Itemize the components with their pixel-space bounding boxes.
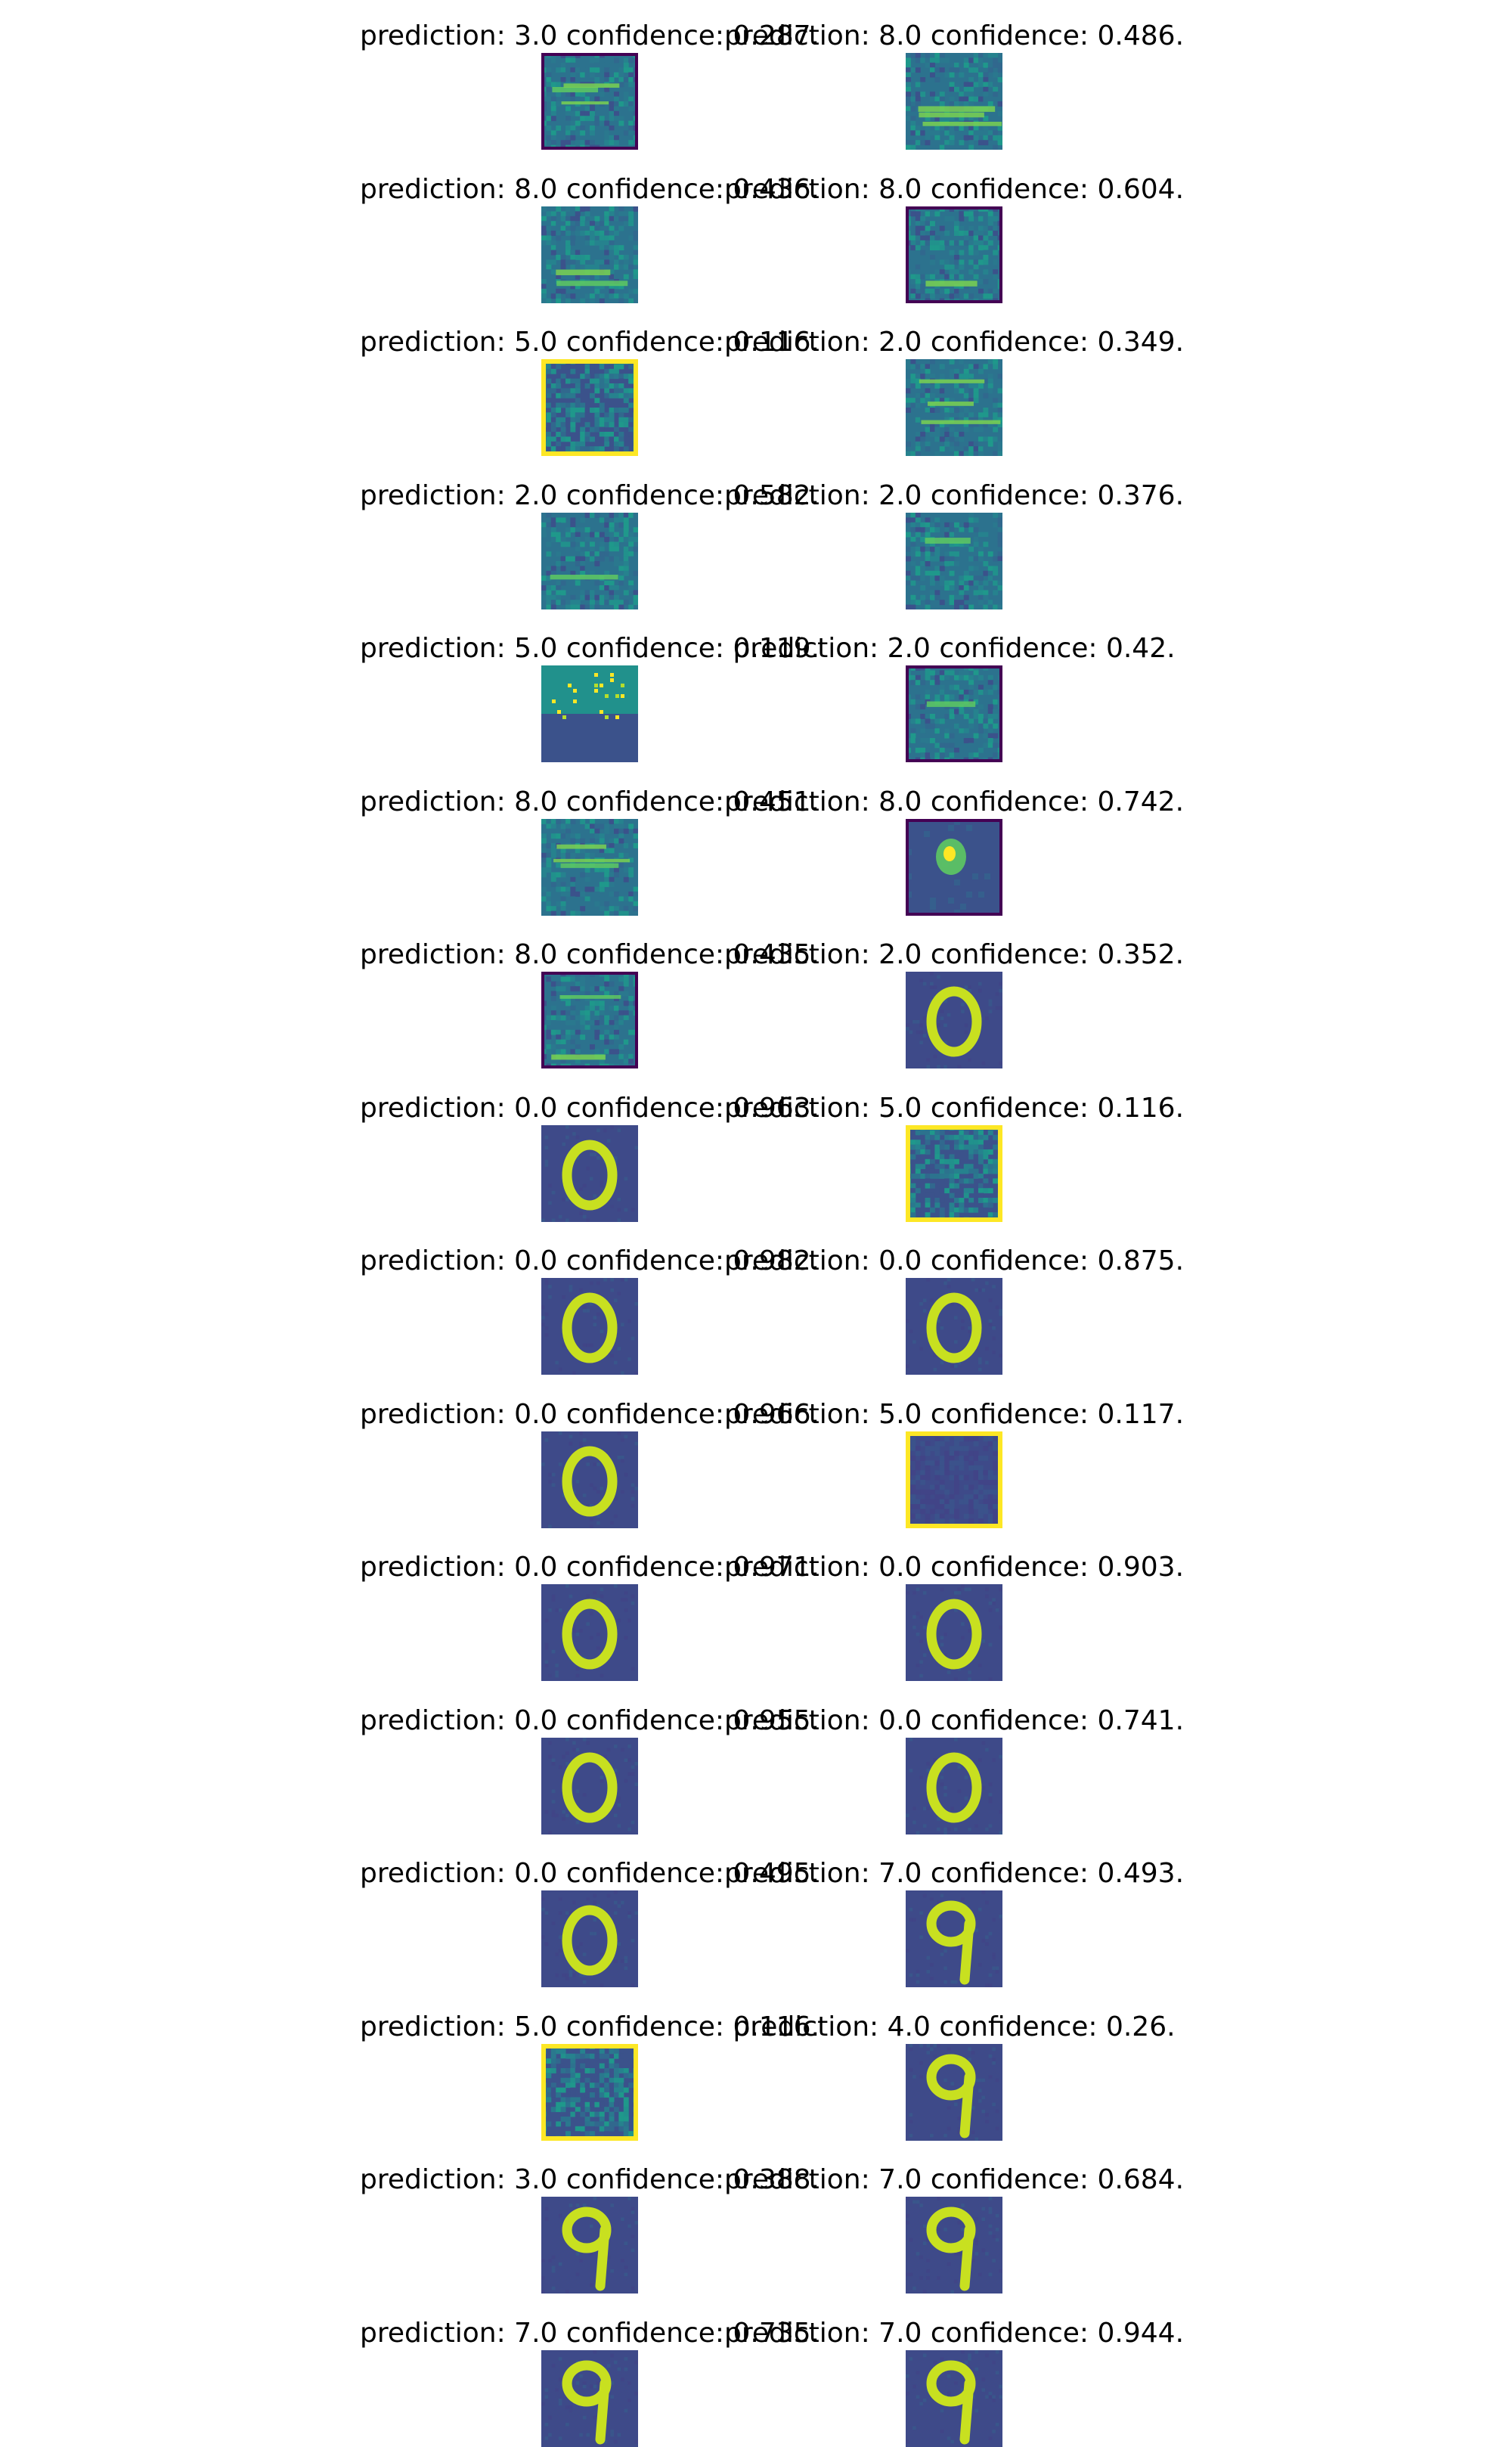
panel-caption: prediction: 2.0 confidence: 0.349. [723,327,1185,358]
panel-caption: prediction: 5.0 confidence: 0.116. [723,1092,1185,1124]
panel-caption: prediction: 8.0 confidence: 0.435. [359,939,820,970]
panel-image [541,972,638,1068]
panel-caption: prediction: 3.0 confidence: 0.388. [359,2164,820,2195]
panel-caption: prediction: 7.0 confidence: 0.944. [723,2317,1185,2349]
panel-caption: prediction: 2.0 confidence: 0.582. [359,479,820,511]
panel-caption: prediction: 8.0 confidence: 0.451. [359,786,820,817]
panel-image [541,1737,638,1834]
panel-caption: prediction: 8.0 confidence: 0.436. [359,173,820,205]
panel-image [541,2349,638,2447]
panel-image [906,1737,1002,1834]
panel-image [906,512,1002,609]
panel-caption: prediction: 0.0 confidence: 0.966. [359,1398,820,1430]
panel-caption: prediction: 2.0 confidence: 0.42. [733,633,1176,664]
panel-image [541,1890,638,1987]
panel-caption: prediction: 2.0 confidence: 0.376. [723,479,1185,511]
panel-image [906,2349,1002,2447]
panel-image [906,1278,1002,1375]
panel-caption: prediction: 0.0 confidence: 0.875. [723,1245,1185,1276]
panel-image [541,359,638,456]
panel-image [906,1124,1002,1222]
panel-image [541,1124,638,1222]
panel-caption: prediction: 8.0 confidence: 0.486. [723,20,1185,51]
panel-image [906,2197,1002,2293]
panel-caption: prediction: 4.0 confidence: 0.26. [733,2011,1176,2042]
panel-image [906,53,1002,150]
panel-caption: prediction: 3.0 confidence: 0.287. [359,20,820,51]
panel-image [541,1278,638,1375]
panel-image [541,1431,638,1528]
panel-image [906,1431,1002,1528]
panel-image [541,1584,638,1681]
panel-image [906,665,1002,762]
panel-image [906,972,1002,1068]
panel-caption: prediction: 5.0 confidence: 0.119. [359,633,820,664]
panel-caption: prediction: 0.0 confidence: 0.903. [723,1552,1185,1583]
panel-caption: prediction: 5.0 confidence: 0.117. [723,1398,1185,1430]
panel-image [541,2197,638,2293]
panel-image [906,1584,1002,1681]
panel-caption: prediction: 0.0 confidence: 0.495. [359,1858,820,1889]
panel-image [541,665,638,762]
panel-image [541,53,638,150]
panel-caption: prediction: 5.0 confidence: 0.116. [359,327,820,358]
panel-caption: prediction: 0.0 confidence: 0.971. [359,1552,820,1583]
panel-caption: prediction: 0.0 confidence: 0.963. [359,1092,820,1124]
panel-image [906,206,1002,303]
panel-image [906,818,1002,916]
panel-caption: prediction: 0.0 confidence: 0.982. [359,1245,820,1276]
panel-caption: prediction: 8.0 confidence: 0.742. [723,786,1185,817]
panel-caption: prediction: 7.0 confidence: 0.684. [723,2164,1185,2195]
panel-caption: prediction: 0.0 confidence: 0.955. [359,1704,820,1736]
panel-caption: prediction: 7.0 confidence: 0.493. [723,1858,1185,1889]
panel-image [906,1890,1002,1987]
panel-image [906,359,1002,456]
panel-image [541,818,638,916]
panel-image [541,2043,638,2141]
panel-caption: prediction: 0.0 confidence: 0.741. [723,1704,1185,1736]
panel-caption: prediction: 8.0 confidence: 0.604. [723,173,1185,205]
panel-image [906,2043,1002,2141]
panel-caption: prediction: 2.0 confidence: 0.352. [723,939,1185,970]
panel-caption: prediction: 5.0 confidence: 0.116. [359,2011,820,2042]
panel-image [541,512,638,609]
panel-caption: prediction: 7.0 confidence: 0.735. [359,2317,820,2349]
panel-image [541,206,638,303]
